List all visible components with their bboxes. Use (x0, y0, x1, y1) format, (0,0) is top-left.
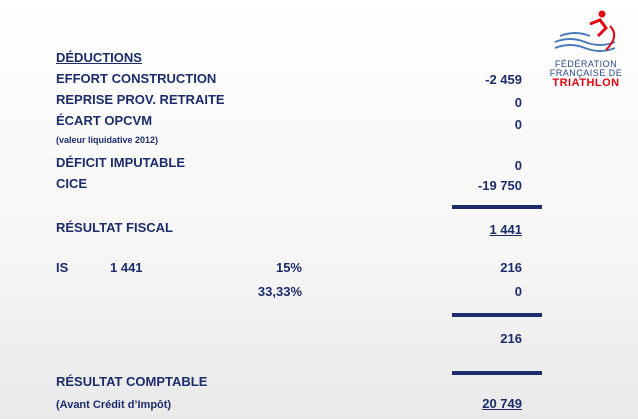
rate: 15% (275, 260, 302, 275)
logo-text: FÉDÉRATION (554, 59, 618, 69)
value: 0 (514, 95, 522, 110)
value: 20 749 (482, 396, 522, 411)
value: 1 441 (489, 222, 522, 237)
value: 0 (514, 158, 522, 173)
rate: 33,33% (257, 284, 302, 299)
label: RÉSULTAT FISCAL (56, 220, 173, 235)
label: RÉSULTAT COMPTABLE (56, 374, 208, 389)
note: (valeur liquidative 2012) (56, 135, 159, 145)
label: EFFORT CONSTRUCTION (56, 71, 217, 86)
label: DÉFICIT IMPUTABLE (56, 155, 186, 170)
label: REPRISE PROV. RETRAITE (56, 92, 225, 107)
value: 0 (514, 284, 522, 299)
label: ÉCART OPCVM (56, 113, 153, 128)
label: CICE (56, 176, 88, 191)
separator (452, 205, 542, 209)
note: (Avant Crédit d’Impôt) (56, 399, 172, 411)
logo-icon (554, 10, 616, 52)
separator (452, 313, 542, 317)
value: -19 750 (477, 178, 522, 193)
value: 0 (514, 117, 522, 132)
value: 216 (500, 331, 522, 346)
logo-text: FRANÇAISE DE (549, 68, 623, 78)
value: 216 (500, 260, 522, 275)
base: 1 441 (110, 260, 143, 275)
logo-text: TRIATHLON (552, 77, 620, 89)
separator (452, 371, 542, 375)
title: DÉDUCTIONS (56, 50, 142, 65)
label: IS (56, 260, 69, 275)
value: -2 459 (485, 72, 522, 87)
